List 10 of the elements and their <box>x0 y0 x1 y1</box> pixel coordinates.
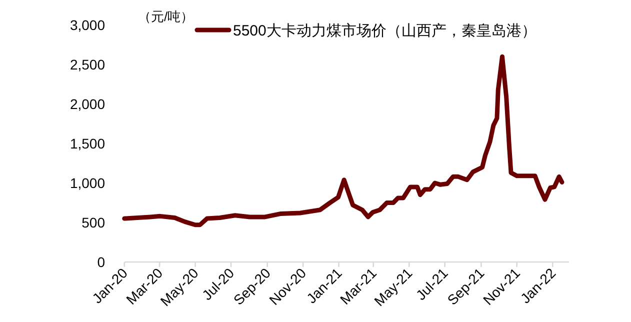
y-tick-label: 2,500 <box>70 56 106 72</box>
y-axis-title: （元/吨） <box>138 9 194 24</box>
y-tick-label: 500 <box>82 214 106 230</box>
y-tick-label: 1,000 <box>70 175 106 191</box>
y-tick-label: 1,500 <box>70 136 106 152</box>
y-tick-label: 3,000 <box>70 17 106 33</box>
y-tick-label: 0 <box>97 254 106 270</box>
y-tick-label: 2,000 <box>70 96 106 112</box>
legend-label: 5500大卡动力煤市场价（山西产，秦皇岛港） <box>233 22 536 40</box>
line-series <box>122 54 564 228</box>
